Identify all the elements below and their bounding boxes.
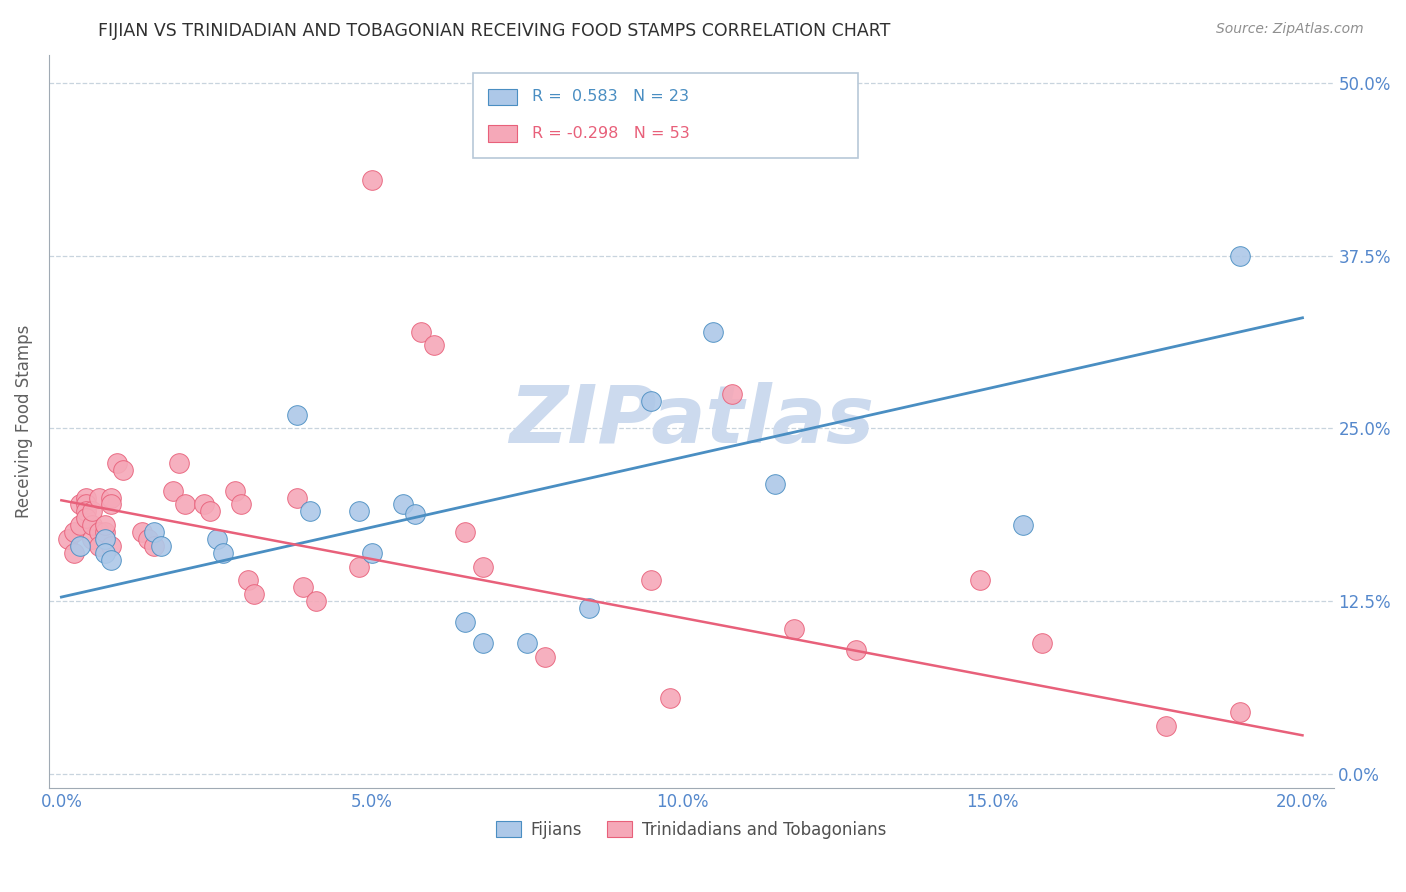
Point bbox=[82, 518, 104, 533]
Point bbox=[62, 525, 84, 540]
Point bbox=[422, 338, 444, 352]
Point bbox=[69, 518, 91, 533]
Point bbox=[782, 622, 804, 636]
Point bbox=[105, 456, 128, 470]
Point bbox=[224, 483, 246, 498]
Point bbox=[658, 690, 681, 705]
Point bbox=[285, 491, 308, 505]
Point bbox=[100, 553, 122, 567]
Point bbox=[454, 525, 477, 540]
Point bbox=[143, 525, 166, 540]
Point bbox=[87, 539, 110, 553]
Point bbox=[193, 498, 215, 512]
FancyBboxPatch shape bbox=[472, 73, 858, 158]
Point bbox=[360, 172, 382, 186]
Point bbox=[1229, 705, 1251, 719]
Point bbox=[162, 483, 184, 498]
Point bbox=[292, 581, 315, 595]
Point bbox=[702, 325, 724, 339]
Point bbox=[94, 518, 117, 533]
Legend: Fijians, Trinidadians and Tobagonians: Fijians, Trinidadians and Tobagonians bbox=[489, 814, 893, 846]
Point bbox=[94, 546, 117, 560]
Point bbox=[69, 539, 91, 553]
Point bbox=[75, 504, 97, 518]
Point bbox=[82, 532, 104, 546]
Point bbox=[75, 511, 97, 525]
Point bbox=[578, 601, 600, 615]
Text: Source: ZipAtlas.com: Source: ZipAtlas.com bbox=[1216, 22, 1364, 37]
Point bbox=[1012, 518, 1035, 533]
Point bbox=[640, 574, 662, 588]
Point bbox=[75, 498, 97, 512]
Point bbox=[149, 539, 172, 553]
Point bbox=[242, 587, 264, 601]
Y-axis label: Receiving Food Stamps: Receiving Food Stamps bbox=[15, 325, 32, 518]
Point bbox=[231, 498, 253, 512]
Point bbox=[1229, 249, 1251, 263]
Point bbox=[472, 559, 495, 574]
Point bbox=[62, 546, 84, 560]
Point bbox=[211, 546, 233, 560]
Point bbox=[200, 504, 222, 518]
Point bbox=[94, 525, 117, 540]
Point bbox=[349, 559, 371, 574]
Point bbox=[720, 387, 742, 401]
Bar bbox=[488, 89, 516, 105]
Point bbox=[100, 539, 122, 553]
Text: R =  0.583   N = 23: R = 0.583 N = 23 bbox=[531, 89, 689, 104]
Point bbox=[404, 507, 426, 521]
Point bbox=[143, 539, 166, 553]
Point bbox=[305, 594, 328, 608]
Point bbox=[845, 642, 868, 657]
Point bbox=[285, 408, 308, 422]
Point bbox=[82, 504, 104, 518]
Point bbox=[349, 504, 371, 518]
Text: FIJIAN VS TRINIDADIAN AND TOBAGONIAN RECEIVING FOOD STAMPS CORRELATION CHART: FIJIAN VS TRINIDADIAN AND TOBAGONIAN REC… bbox=[98, 22, 891, 40]
Point bbox=[136, 532, 159, 546]
Point bbox=[100, 491, 122, 505]
Point bbox=[131, 525, 153, 540]
Point bbox=[298, 504, 321, 518]
Point bbox=[391, 498, 413, 512]
Text: ZIPatlas: ZIPatlas bbox=[509, 383, 873, 460]
Text: R = -0.298   N = 53: R = -0.298 N = 53 bbox=[531, 126, 690, 141]
Point bbox=[516, 635, 538, 649]
Point bbox=[100, 498, 122, 512]
Point bbox=[205, 532, 228, 546]
Point bbox=[174, 498, 197, 512]
Point bbox=[236, 574, 259, 588]
Point bbox=[763, 476, 786, 491]
Point bbox=[94, 532, 117, 546]
Point bbox=[87, 525, 110, 540]
Point bbox=[75, 491, 97, 505]
Point bbox=[87, 491, 110, 505]
Point bbox=[411, 325, 433, 339]
Point bbox=[1031, 635, 1053, 649]
Point bbox=[112, 463, 135, 477]
Point bbox=[360, 546, 382, 560]
Point bbox=[454, 615, 477, 629]
Point bbox=[169, 456, 191, 470]
Point bbox=[969, 574, 991, 588]
Point bbox=[69, 498, 91, 512]
Point bbox=[472, 635, 495, 649]
Bar bbox=[488, 126, 516, 142]
Point bbox=[56, 532, 79, 546]
Point bbox=[534, 649, 557, 664]
Point bbox=[1154, 718, 1177, 732]
Point bbox=[640, 393, 662, 408]
